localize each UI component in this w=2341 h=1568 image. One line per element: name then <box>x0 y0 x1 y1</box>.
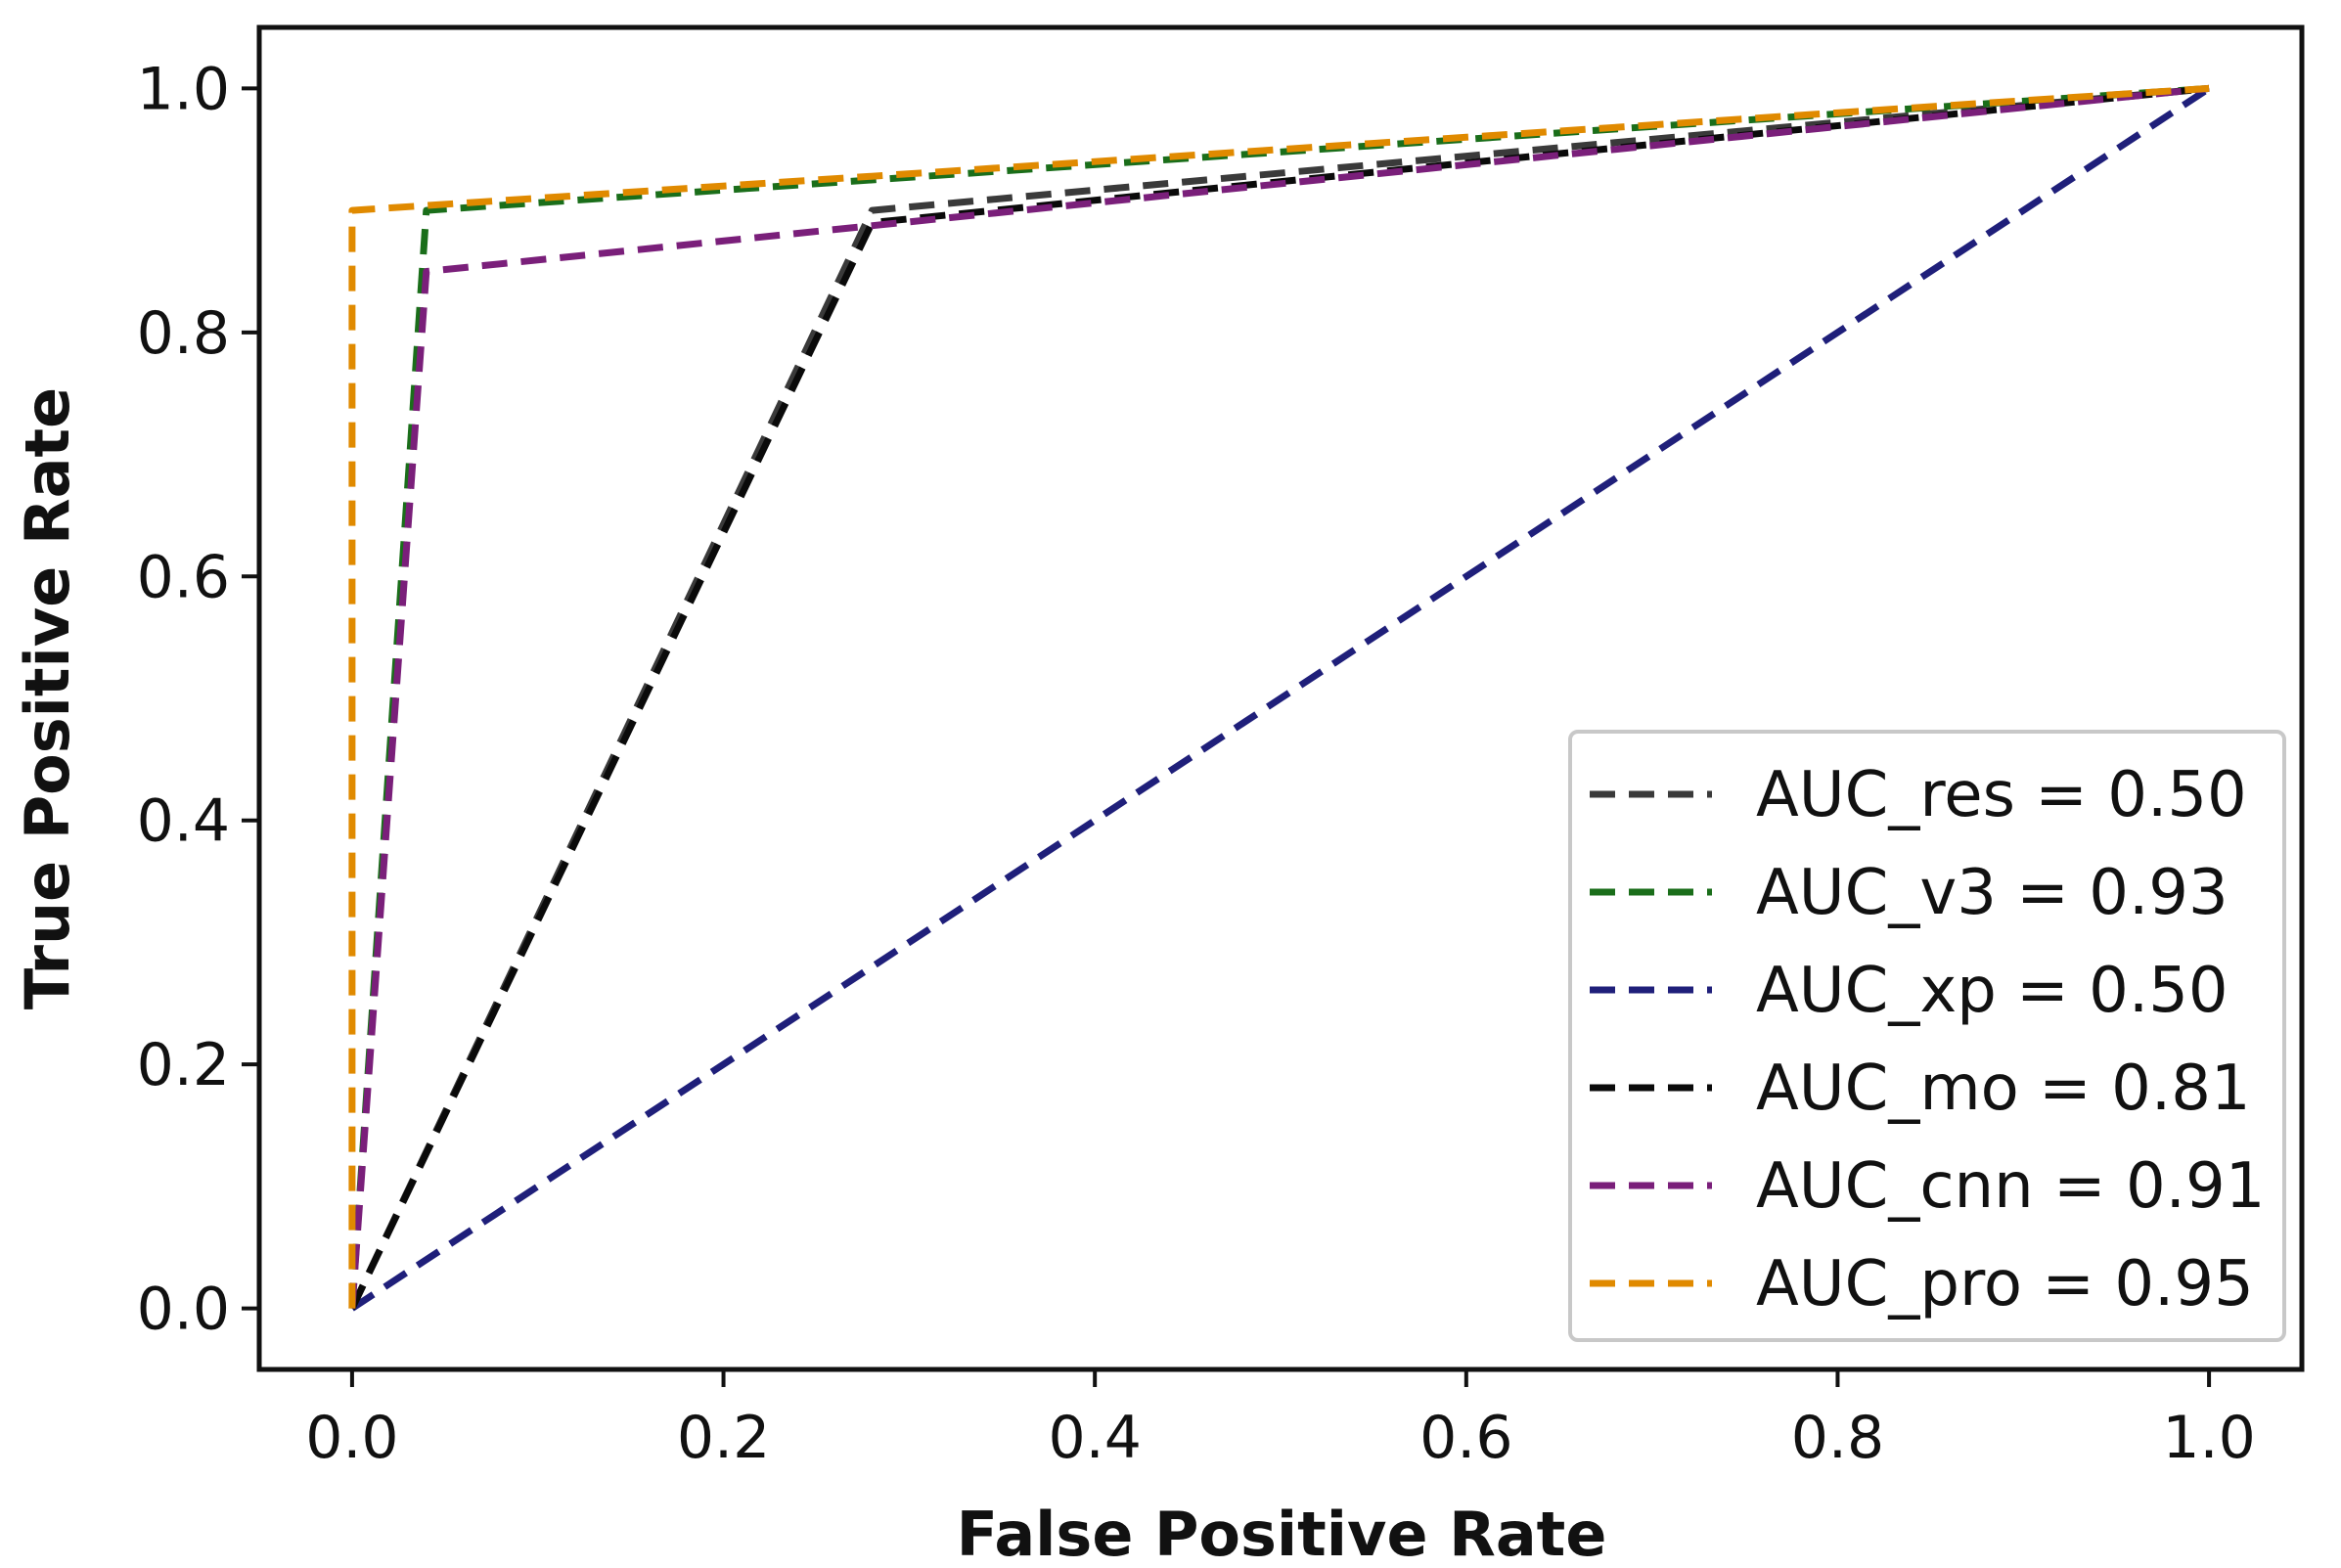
legend-label: AUC_mo = 0.81 <box>1756 1053 2251 1125</box>
y-tick-label: 0.2 <box>137 1031 230 1099</box>
legend-label: AUC_v3 = 0.93 <box>1756 857 2228 929</box>
legend-label: AUC_cnn = 0.91 <box>1756 1150 2265 1223</box>
series-line-3 <box>348 84 2210 1311</box>
series-line-4 <box>348 84 2210 1309</box>
series-line-5 <box>348 84 2210 1309</box>
legend-label: AUC_pro = 0.95 <box>1756 1248 2254 1321</box>
legend-items: AUC_res = 0.50 AUC_v3 = 0.93 AUC_xp = 0.50… <box>1590 759 2265 1321</box>
x-tick-label: 0.2 <box>677 1404 770 1472</box>
x-axis-label: False Positive Rate <box>957 1499 1607 1568</box>
x-axis-ticks: 0.0 0.2 0.4 0.6 0.8 1.0 <box>305 1369 2256 1472</box>
y-tick-label: 0.0 <box>137 1276 230 1344</box>
y-tick-label: 0.6 <box>137 543 230 611</box>
x-tick-label: 1.0 <box>2162 1404 2255 1472</box>
x-tick-label: 0.8 <box>1791 1404 1884 1472</box>
legend-label: AUC_res = 0.50 <box>1756 759 2247 831</box>
x-tick-label: 0.4 <box>1048 1404 1141 1472</box>
legend: AUC_res = 0.50 AUC_v3 = 0.93 AUC_xp = 0.50… <box>1568 730 2286 1342</box>
series-lines <box>348 84 2212 1312</box>
y-axis-ticks: 0.0 0.2 0.4 0.6 0.8 1.0 <box>137 55 259 1344</box>
x-tick-label: 0.6 <box>1419 1404 1512 1472</box>
series-line-2 <box>349 85 2212 1312</box>
legend-box <box>1568 730 2286 1342</box>
x-tick-label: 0.0 <box>305 1404 398 1472</box>
y-tick-label: 0.8 <box>137 299 230 368</box>
legend-label: AUC_xp = 0.50 <box>1756 955 2228 1027</box>
y-axis-label: True Positive Rate <box>12 387 83 1009</box>
y-tick-label: 0.4 <box>137 787 230 856</box>
y-tick-label: 1.0 <box>137 55 230 123</box>
